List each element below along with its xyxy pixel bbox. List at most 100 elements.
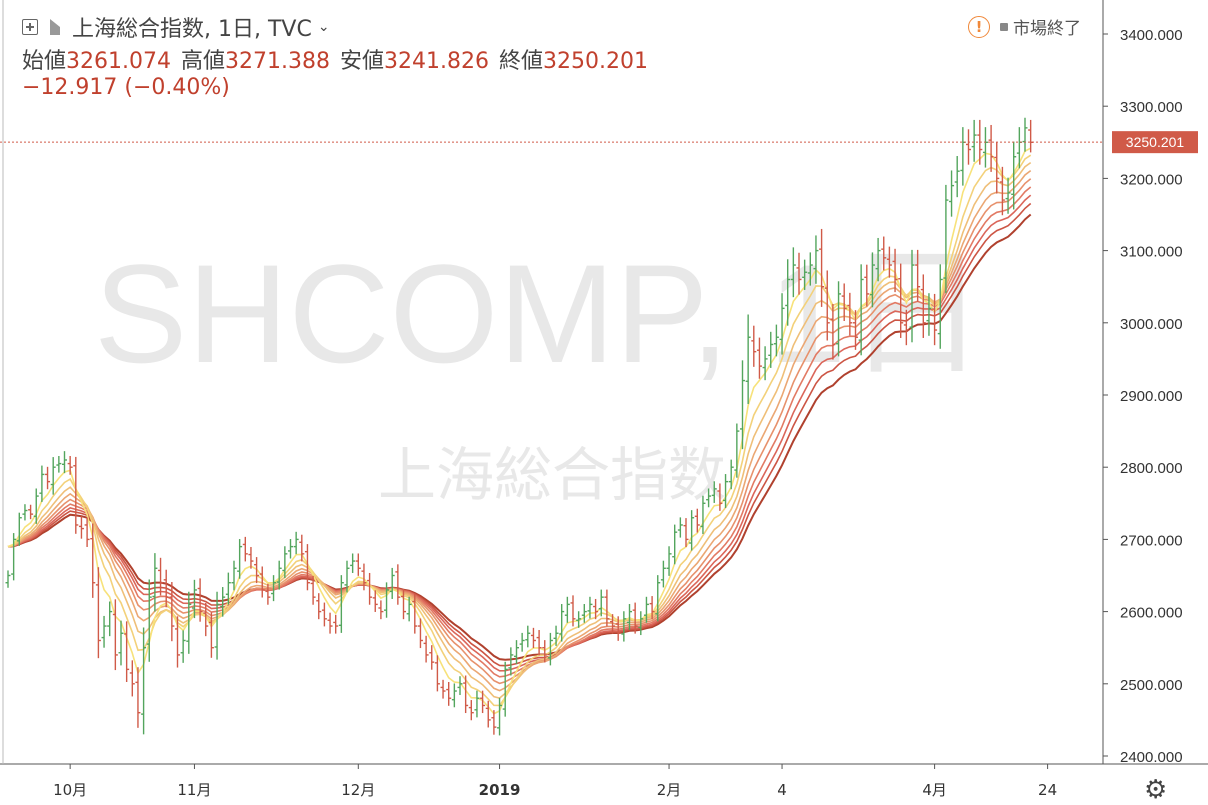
ohlc-bar — [502, 661, 508, 717]
ohlc-bar — [231, 560, 237, 591]
ohlc-bar — [694, 508, 700, 533]
ohlc-bar — [282, 546, 288, 579]
ohlc-bar — [949, 170, 955, 217]
ohlc-bar — [16, 512, 22, 546]
ohlc-bar — [514, 640, 519, 664]
ohlc-bar — [660, 560, 666, 588]
ohlc-bars — [5, 117, 1034, 736]
x-tick-label: 24 — [1038, 781, 1057, 799]
chevron-down-icon[interactable]: ⌄ — [317, 19, 330, 35]
ohlc-bar — [107, 601, 113, 637]
ohlc-bar — [762, 346, 768, 381]
ohlc-bar — [977, 119, 983, 165]
expand-icon[interactable] — [22, 19, 38, 35]
ohlc-bar — [982, 127, 988, 168]
ohlc-bar — [1016, 127, 1022, 169]
ohlc-bar — [208, 612, 214, 658]
ohlc-bar — [740, 360, 745, 450]
ohlc-bar — [875, 237, 881, 282]
ohlc-bar — [497, 697, 503, 736]
y-tick-label: 2900.000 — [1120, 388, 1183, 405]
ohlc-bar — [28, 504, 34, 520]
ohlc-bar — [954, 156, 960, 198]
ohlc-bar — [960, 127, 966, 186]
ohlc-bar — [1005, 177, 1011, 214]
close-value: 3250.201 — [543, 49, 648, 74]
ohlc-bar — [327, 612, 333, 634]
ohlc-bar — [214, 591, 220, 660]
ohlc-bar — [259, 566, 265, 598]
ohlc-bar — [118, 620, 124, 666]
ohlc-bar — [666, 546, 672, 576]
ohlc-bar — [135, 667, 141, 728]
ohlc-bar — [186, 591, 192, 654]
ohlc-bar — [423, 635, 429, 663]
ohlc-bar — [519, 632, 525, 652]
ohlc-bar — [756, 337, 762, 379]
ohlc-bar — [412, 593, 418, 634]
close-label: 終値 — [499, 49, 544, 74]
ohlc-bar — [175, 616, 180, 668]
x-tick-label: 11月 — [177, 781, 211, 799]
ohlc-bar — [909, 249, 915, 343]
ohlc-bar — [271, 575, 277, 602]
ohlc-bar — [559, 604, 565, 642]
ohlc-bar — [824, 270, 830, 341]
ohlc-bar — [790, 247, 796, 298]
ohlc-bar — [926, 293, 932, 336]
ohlc-bar — [146, 579, 152, 662]
ohlc-bar — [417, 618, 423, 649]
ohlc-bar — [350, 553, 356, 573]
ma-line — [7, 202, 1032, 667]
symbol-row[interactable]: 上海総合指数, 1日, TVC ⌄ — [22, 11, 330, 43]
ohlc-bar — [22, 504, 28, 521]
ohlc-bar — [446, 681, 452, 706]
chart-header: 上海総合指数, 1日, TVC ⌄ 始値3261.074 高値3271.388 … — [0, 0, 1100, 110]
ohlc-bar — [530, 627, 536, 649]
ohlc-bar — [610, 614, 616, 634]
ma-line — [7, 213, 1032, 661]
warning-icon[interactable]: ! — [968, 15, 990, 38]
ohlc-bar — [779, 293, 785, 355]
ohlc-bar — [593, 598, 599, 620]
ohlc-bar — [321, 602, 327, 627]
flag-icon[interactable] — [50, 19, 60, 35]
last-price-badge — [1112, 131, 1198, 154]
ohlc-bar — [937, 264, 943, 349]
ohlc-bar — [881, 236, 887, 271]
ohlc-bar — [717, 483, 723, 511]
x-tick-label: 10月 — [53, 781, 87, 799]
ohlc-bar — [372, 590, 378, 612]
ohlc-bar — [649, 596, 655, 620]
ohlc-bar — [542, 640, 548, 663]
ohlc-bar — [971, 119, 977, 162]
ohlc-bar — [180, 630, 186, 663]
ohlc-values: 始値3261.074 高値3271.388 安値3241.826 終値3250.… — [22, 43, 648, 75]
high-label: 高値 — [181, 49, 226, 74]
ohlc-bar — [288, 539, 293, 559]
ohlc-bar — [999, 166, 1005, 216]
ohlc-bar — [711, 481, 717, 503]
ohlc-bar — [406, 596, 412, 622]
ohlc-bar — [621, 611, 627, 642]
y-tick-label: 2700.000 — [1120, 532, 1183, 549]
ohlc-bar — [830, 304, 836, 360]
ohlc-bar — [434, 655, 440, 692]
ohlc-bar — [440, 679, 446, 699]
market-status[interactable]: ! 市場終了 — [968, 14, 1081, 39]
ohlc-bar — [299, 534, 305, 562]
symbol-title[interactable]: 上海総合指数, 1日, TVC — [72, 17, 312, 42]
ohlc-bar — [344, 560, 350, 593]
y-tick-label: 3000.000 — [1120, 316, 1183, 333]
ohlc-bar — [474, 690, 480, 718]
ohlc-bar — [604, 589, 610, 627]
ohlc-bar — [932, 293, 938, 346]
ohlc-bar — [316, 593, 322, 620]
y-tick-label: 2800.000 — [1120, 460, 1183, 477]
status-dot-icon — [1000, 22, 1008, 31]
open-value: 3261.074 — [66, 49, 171, 74]
settings-gear-icon[interactable]: ⚙ — [1144, 775, 1168, 805]
ohlc-bar — [73, 456, 79, 534]
